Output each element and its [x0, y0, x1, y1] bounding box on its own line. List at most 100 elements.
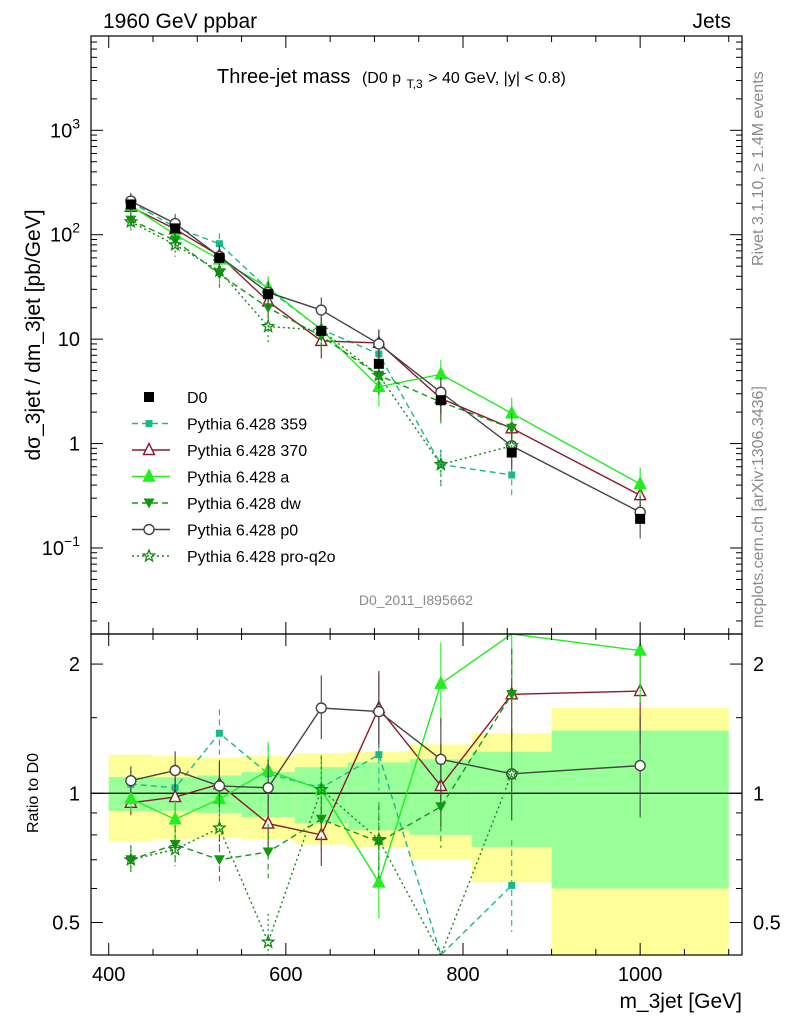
- legend-label: Pythia 6.428 dw: [187, 496, 301, 513]
- main-plot-frame: [90, 35, 743, 635]
- legend-marker: [145, 420, 153, 427]
- ratio-point: [125, 774, 137, 787]
- series-point: [434, 366, 448, 380]
- ratio-point: [213, 780, 226, 792]
- plot-title-cut: (D0 p: [362, 70, 401, 87]
- ratio-plot-frame: [90, 633, 743, 956]
- series-point: [506, 423, 518, 434]
- x-tick-label: 400: [92, 964, 125, 986]
- ratio-point: [372, 874, 386, 888]
- data-point: [125, 199, 136, 210]
- ratio-line: [130, 773, 513, 957]
- ratio-point: [211, 820, 227, 835]
- series-4-main: [125, 192, 646, 539]
- series-point: [433, 456, 449, 471]
- legend-marker: [143, 523, 155, 536]
- legend-label: Pythia 6.428 a: [187, 470, 289, 487]
- data-point: [635, 513, 646, 524]
- legend-label: Pythia 6.428 359: [187, 417, 307, 434]
- legend-item: Pythia 6.428 p0: [132, 523, 298, 540]
- mcplots-reference-label: mcplots.cern.ch [arXiv:1306.3436]: [750, 386, 767, 628]
- x-tick-label: 1000: [618, 964, 663, 986]
- legend-label: Pythia 6.428 pro-q2o: [187, 549, 336, 566]
- ratio-point: [435, 802, 447, 813]
- ratio-tick-label-left: 1: [69, 783, 80, 805]
- series-line: [130, 219, 512, 429]
- legend-item: Pythia 6.428 370: [132, 441, 307, 460]
- ratio-point: [315, 814, 327, 825]
- ratio-point: [215, 729, 223, 737]
- rivet-version-label: Rivet 3.1.10, ≥ 1.4M events: [750, 71, 767, 266]
- ratio-point: [260, 934, 276, 949]
- ratio-point: [506, 689, 518, 700]
- series-point: [211, 263, 227, 278]
- legend-item: Pythia 6.428 a: [132, 468, 289, 487]
- ratio-point: [634, 759, 646, 772]
- ratio-point: [262, 847, 274, 858]
- plot-title: Three-jet mass (D0 p T,3 > 40 GeV, |y| <…: [217, 66, 566, 93]
- ratio-point: [313, 781, 329, 796]
- series-point: [167, 237, 183, 252]
- series-point: [260, 318, 276, 333]
- ratio-point: [373, 705, 385, 718]
- data-point: [316, 325, 327, 336]
- ratio-point: [315, 702, 327, 714]
- data-point: [506, 447, 517, 458]
- ratio-point: [168, 811, 182, 825]
- series-point: [123, 214, 139, 229]
- ratio-axis-title: Ratio to D0: [25, 753, 42, 833]
- ratio-tick-label-right: 2: [753, 654, 764, 676]
- ratio-point: [633, 642, 647, 656]
- ratio-tick-label-right: 0.5: [753, 912, 781, 934]
- ratio-point: [504, 765, 520, 781]
- analysis-watermark: D0_2011_I895662: [359, 592, 473, 608]
- data-series: [125, 199, 646, 524]
- data-point: [263, 289, 274, 300]
- ratio-tick-label-left: 2: [69, 654, 80, 676]
- data-point: [170, 223, 181, 234]
- legend-item: Pythia 6.428 359: [132, 417, 307, 434]
- ratio-line: [130, 693, 513, 861]
- legend-label: D0: [187, 390, 208, 407]
- x-axis-title: m_3jet [GeV]: [619, 990, 742, 1013]
- header-energy-label: 1960 GeV ppbar: [103, 10, 257, 33]
- legend-label: Pythia 6.428 p0: [187, 523, 298, 540]
- plot-title-cut-rest: > 40 GeV, |y| < 0.8): [428, 70, 566, 87]
- legend-item: Pythia 6.428 dw: [132, 496, 301, 513]
- series-4-ratio: [125, 674, 646, 821]
- legend-item: D0: [144, 390, 208, 407]
- ratio-point: [262, 782, 274, 794]
- y-tick-label: 102: [50, 220, 80, 247]
- data-point: [435, 395, 446, 406]
- header-group-label: Jets: [692, 10, 731, 33]
- legend-marker: [144, 392, 154, 402]
- x-tick-label: 600: [269, 964, 302, 986]
- legend-marker: [141, 548, 157, 563]
- series-point: [125, 215, 137, 226]
- series-point: [633, 475, 647, 490]
- y-tick-label: 103: [50, 115, 80, 142]
- data-point: [373, 358, 384, 369]
- ratio-point: [124, 790, 138, 805]
- ratio-point: [371, 831, 387, 846]
- plot-title-subscript: T,3: [407, 77, 423, 91]
- ratio-point: [508, 881, 516, 889]
- series-line: [130, 200, 641, 513]
- series-point: [371, 367, 387, 382]
- ratio-point: [167, 841, 183, 856]
- ratio-line: [130, 732, 513, 957]
- series-line: [130, 221, 512, 466]
- x-tick-label: 800: [446, 964, 479, 986]
- series-point: [315, 304, 327, 316]
- ratio-point: [434, 675, 448, 689]
- ratio-point: [375, 751, 383, 759]
- ratio-point: [435, 753, 447, 765]
- series-point: [262, 303, 274, 314]
- series-point: [373, 338, 385, 350]
- data-point: [214, 252, 225, 263]
- series-point: [215, 240, 223, 248]
- ratio-tick-label-right: 1: [753, 783, 764, 805]
- y-axis-title: dσ_3jet / dm_3jet [pb/GeV]: [22, 209, 45, 460]
- ratio-point: [213, 855, 225, 866]
